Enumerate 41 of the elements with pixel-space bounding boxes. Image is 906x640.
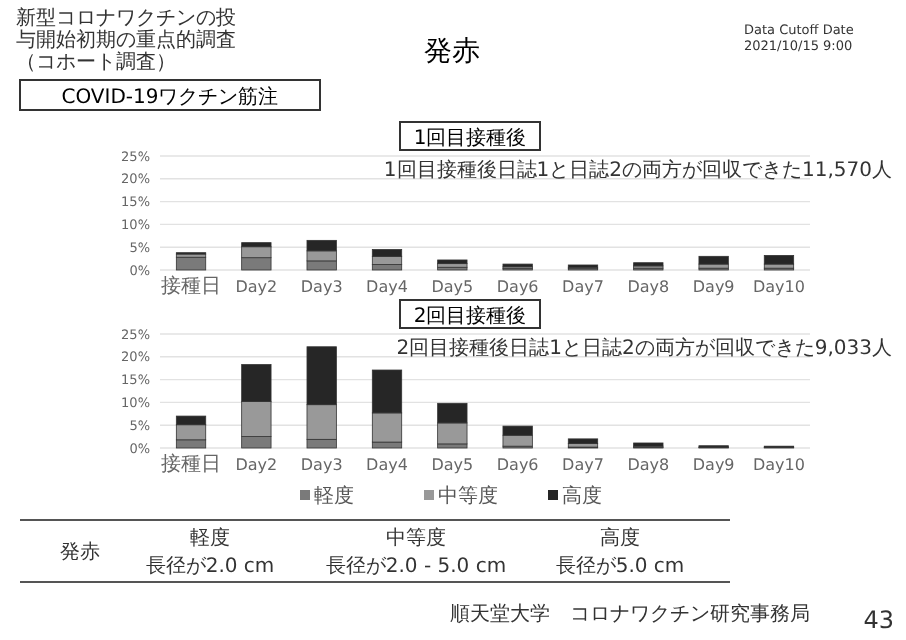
text: 長径が2.0 - 5.0 cm bbox=[325, 556, 507, 578]
text: 長径が2.0 cm bbox=[145, 556, 275, 578]
x-tick-label: Day8 bbox=[627, 456, 670, 474]
x-tick-label: Day2 bbox=[235, 278, 278, 296]
annotation: 1回目接種後日誌1と日誌2の両方が回収できた11,570人 bbox=[383, 158, 892, 182]
text: COVID-19ワクチン筋注 bbox=[61, 85, 279, 109]
x-tick-label: Day9 bbox=[692, 456, 735, 474]
text: 新型コロナワクチンの投 bbox=[16, 6, 236, 30]
x-tick-label: 接種日 bbox=[161, 274, 222, 298]
text: 中等度 bbox=[386, 526, 446, 550]
text: 発赤 bbox=[60, 540, 100, 564]
x-tick-label: Day10 bbox=[752, 456, 805, 474]
chart-title: 1回目接種後 bbox=[413, 126, 527, 150]
x-tick-label: Day4 bbox=[366, 278, 408, 296]
text: 順天堂大学 コロナワクチン研究事務局 bbox=[450, 602, 810, 626]
x-tick-label: Day5 bbox=[431, 456, 474, 474]
legend-label: 高度 bbox=[562, 484, 602, 508]
text: 長径が5.0 cm bbox=[555, 556, 685, 578]
text: 軽度 bbox=[190, 526, 230, 550]
text: 発赤 bbox=[424, 36, 480, 68]
x-tick-label: Day6 bbox=[496, 278, 539, 296]
x-tick-label: Day3 bbox=[300, 456, 343, 474]
legend-label: 中等度 bbox=[438, 484, 498, 508]
x-tick-label: Day9 bbox=[692, 278, 735, 296]
x-tick-label: Day7 bbox=[562, 278, 604, 296]
x-tick-label: Day4 bbox=[366, 456, 408, 474]
x-tick-label: Day10 bbox=[752, 278, 805, 296]
text: 高度 bbox=[600, 526, 640, 550]
annotation: 2回目接種後日誌1と日誌2の両方が回収できた9,033人 bbox=[396, 336, 892, 360]
legend-label: 軽度 bbox=[314, 484, 354, 508]
x-tick-label: Day6 bbox=[496, 456, 539, 474]
x-tick-label: Day5 bbox=[431, 278, 474, 296]
x-tick-label: Day8 bbox=[627, 278, 670, 296]
x-tick-label: 接種日 bbox=[161, 452, 222, 476]
x-tick-label: Day7 bbox=[562, 456, 604, 474]
text: 与開始初期の重点的調査 bbox=[16, 28, 236, 52]
x-tick-label: Day2 bbox=[235, 456, 278, 474]
text: 43 bbox=[863, 606, 894, 634]
x-tick-label: Day3 bbox=[300, 278, 343, 296]
text: （コホート調査） bbox=[16, 50, 176, 74]
chart-title: 2回目接種後 bbox=[413, 304, 527, 328]
